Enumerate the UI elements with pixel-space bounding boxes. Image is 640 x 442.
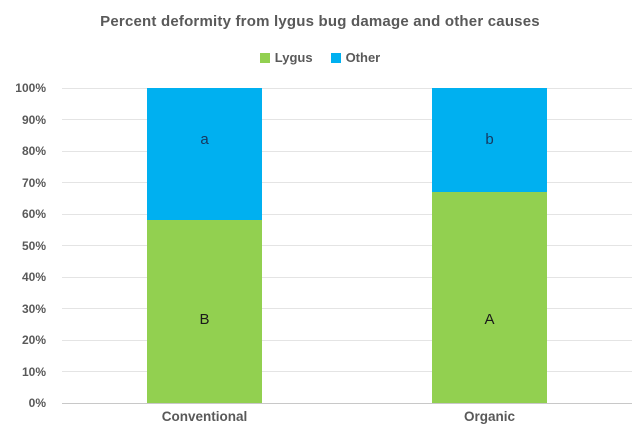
y-tick-label-10: 10% [21, 364, 46, 379]
gridline-100 [62, 87, 632, 89]
segment-other-organic [432, 88, 547, 192]
segment-lygus-organic [432, 191, 547, 403]
y-tick-label-100: 100% [15, 81, 46, 95]
y-tick-label-80: 80% [21, 144, 46, 158]
gridline-40 [62, 276, 632, 278]
legend-item-lygus: Lygus [259, 50, 313, 65]
y-tick-label-30: 30% [21, 301, 46, 316]
legend-swatch-icon [330, 52, 341, 63]
legend-label: Other [345, 50, 381, 65]
data-label-other-conventional: a [200, 131, 209, 148]
gridline-20 [62, 339, 632, 341]
y-tick-label-50: 50% [21, 238, 46, 253]
chart-title: Percent deformity from lygus bug damage … [100, 13, 540, 30]
data-label-other-organic: b [485, 131, 494, 148]
data-label-lygus-organic: A [484, 311, 495, 328]
data-label-lygus-conventional: B [199, 311, 210, 328]
y-tick-label-90: 90% [21, 112, 46, 127]
x-axis-label-organic: Organic [463, 409, 515, 424]
legend-swatch-icon [259, 52, 270, 63]
gridline-70 [62, 182, 632, 183]
y-tick-label-60: 60% [21, 207, 46, 221]
gridline-50 [62, 245, 632, 246]
legend-label: Lygus [274, 50, 313, 65]
segment-other-conventional [147, 88, 262, 221]
segment-lygus-conventional [147, 220, 262, 403]
y-tick-label-40: 40% [21, 270, 46, 284]
y-tick-label-20: 20% [21, 333, 46, 347]
legend: Lygus Other [0, 50, 640, 65]
x-axis-label-conventional: Conventional [161, 409, 248, 424]
gridline-80 [62, 150, 632, 152]
x-axis-line [62, 402, 632, 404]
gridline-30 [62, 308, 632, 309]
y-tick-label-70: 70% [21, 175, 46, 190]
gridline-60 [62, 213, 632, 215]
y-tick-label-0: 0% [28, 396, 46, 410]
gridline-10 [62, 371, 632, 372]
legend-item-other: Other [330, 50, 381, 65]
gridline-90 [62, 119, 632, 120]
